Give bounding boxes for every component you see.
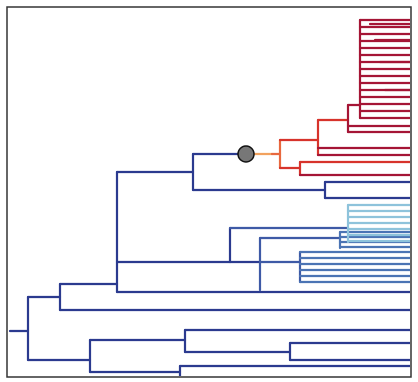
tree-branches [8,18,410,376]
ancestral-node-marker [237,145,255,163]
plot-frame [6,6,412,378]
